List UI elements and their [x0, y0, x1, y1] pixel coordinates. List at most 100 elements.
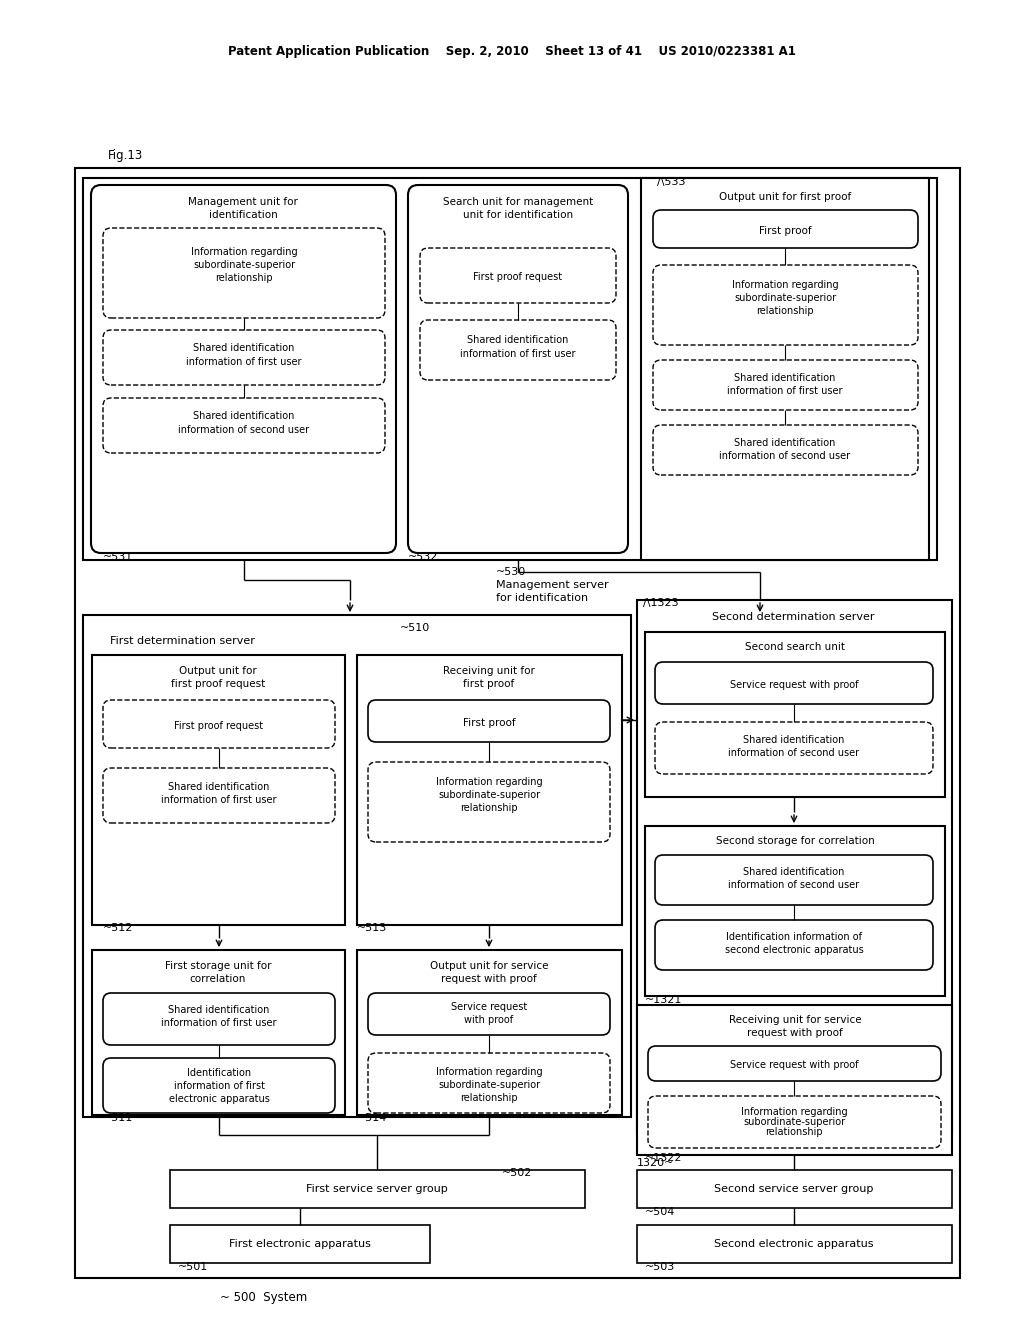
FancyBboxPatch shape [103, 330, 385, 385]
Text: unit for identification: unit for identification [463, 210, 573, 220]
Text: relationship: relationship [215, 273, 272, 282]
FancyBboxPatch shape [103, 1059, 335, 1113]
FancyBboxPatch shape [653, 210, 918, 248]
Text: information of first user: information of first user [727, 385, 843, 396]
Text: First storage unit for: First storage unit for [165, 961, 271, 972]
Bar [75, 168, 961, 1278]
FancyBboxPatch shape [420, 319, 616, 380]
FancyBboxPatch shape [103, 228, 385, 318]
Text: Shared identification: Shared identification [168, 781, 269, 792]
Text: Management server: Management server [496, 579, 608, 590]
Text: ~1322: ~1322 [645, 1152, 683, 1163]
Text: information of first: information of first [173, 1081, 264, 1092]
Text: /\1323: /\1323 [643, 598, 679, 609]
Text: Second search unit: Second search unit [745, 642, 845, 652]
Text: relationship: relationship [460, 1093, 518, 1104]
Text: relationship: relationship [460, 803, 518, 813]
Text: Service request: Service request [451, 1002, 527, 1012]
Text: information of first user: information of first user [161, 795, 276, 805]
FancyBboxPatch shape [655, 920, 933, 970]
Text: information of second user: information of second user [728, 880, 859, 890]
FancyBboxPatch shape [655, 855, 933, 906]
FancyBboxPatch shape [655, 722, 933, 774]
Text: subordinate-superior: subordinate-superior [438, 1080, 540, 1090]
Text: relationship: relationship [765, 1127, 823, 1137]
FancyBboxPatch shape [653, 265, 918, 345]
Text: Patent Application Publication    Sep. 2, 2010    Sheet 13 of 41    US 2010/0223: Patent Application Publication Sep. 2, 2… [228, 45, 796, 58]
FancyBboxPatch shape [103, 700, 335, 748]
Text: Shared identification: Shared identification [194, 343, 295, 352]
FancyBboxPatch shape [655, 663, 933, 704]
Text: Second service server group: Second service server group [715, 1184, 873, 1195]
Text: information of second user: information of second user [728, 748, 859, 758]
Text: first proof: first proof [464, 678, 515, 689]
Text: Fig.13: Fig.13 [108, 149, 143, 161]
Text: ~ 500  System: ~ 500 System [220, 1291, 307, 1304]
Bar [637, 1005, 952, 1155]
FancyBboxPatch shape [653, 360, 918, 411]
Text: Information regarding: Information regarding [435, 777, 543, 787]
Text: Information regarding: Information regarding [740, 1107, 847, 1117]
Text: Service request with proof: Service request with proof [730, 1060, 858, 1071]
Text: with proof: with proof [465, 1015, 514, 1026]
Text: First proof request: First proof request [473, 272, 562, 282]
Text: ~504: ~504 [645, 1206, 676, 1217]
Text: /\533: /\533 [657, 177, 685, 187]
Text: subordinate-superior: subordinate-superior [743, 1117, 845, 1127]
Text: First service server group: First service server group [306, 1184, 447, 1195]
FancyBboxPatch shape [653, 425, 918, 475]
Text: Output unit for: Output unit for [179, 667, 257, 676]
Text: Second electronic apparatus: Second electronic apparatus [715, 1239, 873, 1249]
Text: Output unit for first proof: Output unit for first proof [719, 191, 851, 202]
Text: Information regarding: Information regarding [190, 247, 297, 257]
Text: ~513: ~513 [357, 923, 387, 933]
Bar [357, 655, 622, 925]
Text: request with proof: request with proof [748, 1028, 843, 1038]
FancyBboxPatch shape [648, 1045, 941, 1081]
Bar [170, 1170, 585, 1208]
FancyBboxPatch shape [408, 185, 628, 553]
Text: Shared identification: Shared identification [168, 1005, 269, 1015]
Text: ~512: ~512 [103, 923, 133, 933]
FancyBboxPatch shape [103, 768, 335, 822]
Text: First proof request: First proof request [174, 721, 263, 731]
Text: ~511: ~511 [103, 1113, 133, 1123]
Text: First determination server: First determination server [110, 636, 255, 645]
Text: ~1321: ~1321 [645, 995, 682, 1005]
Text: First proof: First proof [463, 718, 515, 729]
FancyBboxPatch shape [103, 399, 385, 453]
FancyBboxPatch shape [91, 185, 396, 553]
Text: information of first user: information of first user [460, 348, 575, 359]
Bar [645, 632, 945, 797]
Text: Second storage for correlation: Second storage for correlation [716, 836, 874, 846]
Text: Information regarding: Information regarding [732, 280, 839, 290]
Text: ~532: ~532 [408, 552, 438, 562]
Text: Shared identification: Shared identification [743, 735, 845, 744]
Bar [637, 601, 952, 1133]
Text: correlation: correlation [189, 974, 246, 983]
Text: ~503: ~503 [645, 1262, 675, 1272]
Text: Identification: Identification [187, 1068, 251, 1078]
Text: ~514: ~514 [357, 1113, 387, 1123]
FancyBboxPatch shape [648, 1096, 941, 1148]
Text: First electronic apparatus: First electronic apparatus [229, 1239, 371, 1249]
FancyBboxPatch shape [368, 1053, 610, 1113]
Text: First proof: First proof [759, 226, 811, 236]
Text: Second determination server: Second determination server [712, 612, 874, 622]
Bar [357, 950, 622, 1115]
Text: Shared identification: Shared identification [734, 438, 836, 447]
FancyBboxPatch shape [103, 993, 335, 1045]
Text: ~510: ~510 [400, 623, 430, 634]
Text: subordinate-superior: subordinate-superior [438, 789, 540, 800]
Text: Management unit for: Management unit for [188, 197, 298, 207]
Text: Shared identification: Shared identification [734, 374, 836, 383]
Text: request with proof: request with proof [441, 974, 537, 983]
Bar [637, 1170, 952, 1208]
Text: ~502: ~502 [502, 1168, 532, 1177]
Bar [637, 1225, 952, 1263]
Text: electronic apparatus: electronic apparatus [169, 1094, 269, 1104]
Text: Shared identification: Shared identification [743, 867, 845, 876]
Text: information of second user: information of second user [178, 425, 309, 436]
Text: Output unit for service: Output unit for service [430, 961, 548, 972]
Text: 1320~: 1320~ [637, 1158, 675, 1168]
